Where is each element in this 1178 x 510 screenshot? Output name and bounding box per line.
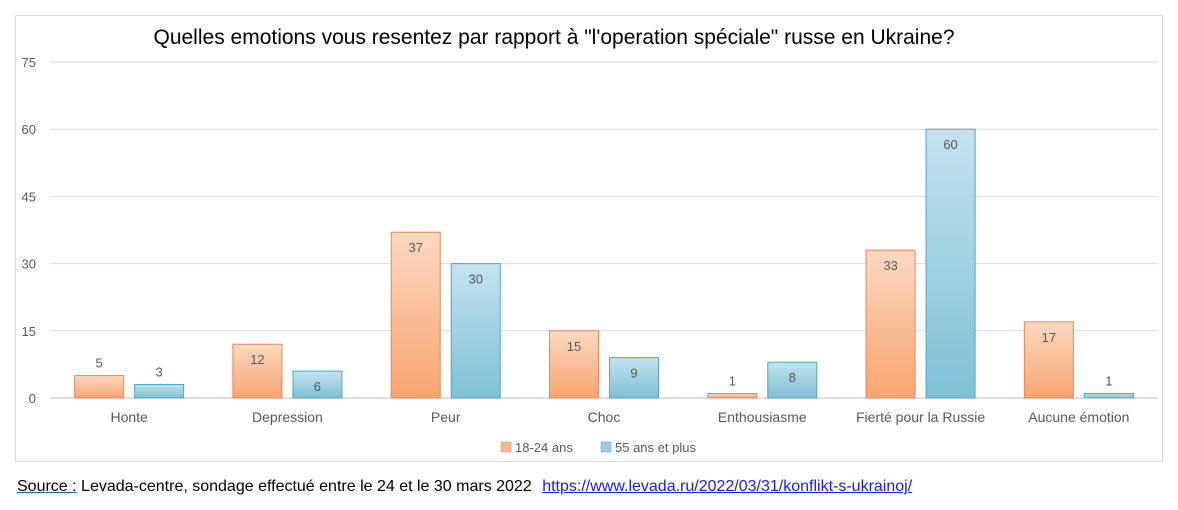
data-label: 3 — [156, 365, 163, 380]
source-line: Source : Levada-centre, sondage effectué… — [17, 478, 912, 496]
source-text: Levada-centre, sondage effectué entre le… — [81, 478, 532, 495]
data-label: 17 — [1042, 330, 1056, 345]
bar — [232, 343, 283, 399]
x-tick-label: Choc — [588, 409, 621, 425]
data-label: 1 — [729, 374, 736, 389]
data-label: 8 — [789, 370, 796, 385]
x-tick-label: Aucune émotion — [1028, 409, 1129, 425]
data-label: 37 — [408, 240, 422, 255]
bar-chart: Quelles emotions vous resentez par rappo… — [22, 26, 1158, 455]
gridlines — [50, 61, 1158, 399]
y-tick-label: 15 — [22, 324, 36, 339]
bar — [292, 370, 343, 399]
y-tick-label: 0 — [29, 391, 36, 406]
x-tick-label: Depression — [252, 409, 323, 425]
data-label: 60 — [943, 137, 957, 152]
bar — [609, 357, 659, 399]
bar — [450, 263, 501, 399]
data-label: 5 — [96, 356, 103, 371]
data-label: 30 — [468, 272, 482, 287]
legend-swatch — [500, 441, 512, 453]
x-tick-label: Enthousiasme — [718, 409, 807, 425]
y-tick-label: 75 — [22, 55, 36, 70]
bar — [1023, 321, 1074, 399]
data-label: 33 — [883, 258, 897, 273]
bar — [707, 393, 758, 399]
bar — [134, 384, 185, 399]
bar — [1083, 393, 1134, 399]
bar — [549, 330, 599, 399]
y-axis-ticks: 0 15 30 45 60 75 — [22, 55, 36, 406]
data-label: 12 — [250, 352, 264, 367]
x-tick-label: Peur — [431, 409, 461, 425]
bar — [767, 361, 818, 399]
source-link[interactable]: https://www.levada.ru/2022/03/31/konflik… — [542, 478, 913, 495]
legend-label: 18-24 ans — [515, 440, 573, 455]
y-tick-label: 45 — [22, 189, 36, 204]
data-label: 6 — [314, 379, 321, 394]
data-label: 1 — [1105, 374, 1112, 389]
legend-label: 55 ans et plus — [615, 440, 696, 455]
source-label: Source : — [17, 478, 77, 495]
bar — [390, 231, 441, 399]
data-label: 15 — [567, 339, 581, 354]
data-label: 9 — [630, 366, 637, 381]
legend-swatch — [600, 441, 612, 453]
x-axis-ticks: Honte Depression Peur Choc Enthousiasme Fiert… — [110, 409, 1129, 425]
bar — [925, 128, 976, 399]
legend: 18-24 ans 55 ans et plus — [500, 440, 696, 455]
y-tick-label: 30 — [22, 257, 36, 272]
bars: 5 3 12 6 37 30 15 9 1 8 33 60 17 1 — [74, 128, 1134, 399]
chart-title: Quelles emotions vous resentez par rappo… — [153, 26, 954, 49]
x-tick-label: Fierté pour la Russie — [856, 409, 985, 425]
y-tick-label: 60 — [22, 122, 36, 137]
x-tick-label: Honte — [110, 409, 148, 425]
bar — [74, 375, 125, 399]
bar — [865, 249, 916, 399]
